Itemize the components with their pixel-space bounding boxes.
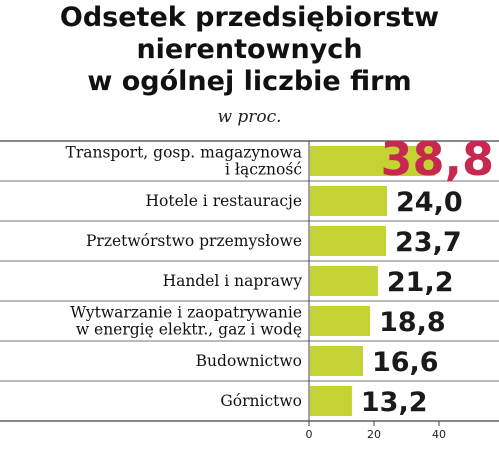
- x-tick-label: 0: [306, 428, 313, 441]
- category-label: Budownictwo: [196, 352, 302, 370]
- category-label: Wytwarzanie i zaopatrywanie: [70, 304, 302, 322]
- x-tick-label: 20: [367, 428, 381, 441]
- value-label: 24,0: [396, 187, 463, 218]
- chart-subtitle: w proc.: [217, 107, 282, 127]
- category-label: Transport, gosp. magazynowa: [65, 144, 302, 162]
- chart-title-line-2: nierentownych: [136, 34, 363, 65]
- category-label: Górnictwo: [220, 392, 302, 410]
- bar: [310, 306, 371, 336]
- category-label: i łączność: [225, 161, 302, 179]
- value-label: 18,8: [379, 307, 446, 338]
- chart-title-line-1: Odsetek przedsiębiorstw: [59, 2, 440, 33]
- bar: [310, 386, 352, 416]
- value-label: 38,8: [381, 132, 495, 186]
- x-tick-label: 40: [432, 428, 446, 441]
- category-label: w energię elektr., gaz i wodę: [76, 321, 302, 339]
- category-label: Handel i naprawy: [163, 272, 303, 290]
- bar: [310, 226, 387, 256]
- bar: [310, 266, 378, 296]
- chart-title-line-3: w ogólnej liczbie firm: [87, 66, 412, 97]
- value-label: 23,7: [395, 227, 462, 258]
- category-label: Hotele i restauracje: [146, 192, 303, 210]
- bar: [310, 146, 436, 176]
- bar: [310, 346, 363, 376]
- category-label: Przetwórstwo przemysłowe: [86, 232, 302, 250]
- chart-title: Odsetek przedsiębiorstw nierentownych w …: [0, 2, 499, 98]
- value-label: 13,2: [361, 387, 428, 418]
- bar: [310, 186, 387, 216]
- value-label: 21,2: [387, 267, 454, 298]
- value-label: 16,6: [372, 347, 439, 378]
